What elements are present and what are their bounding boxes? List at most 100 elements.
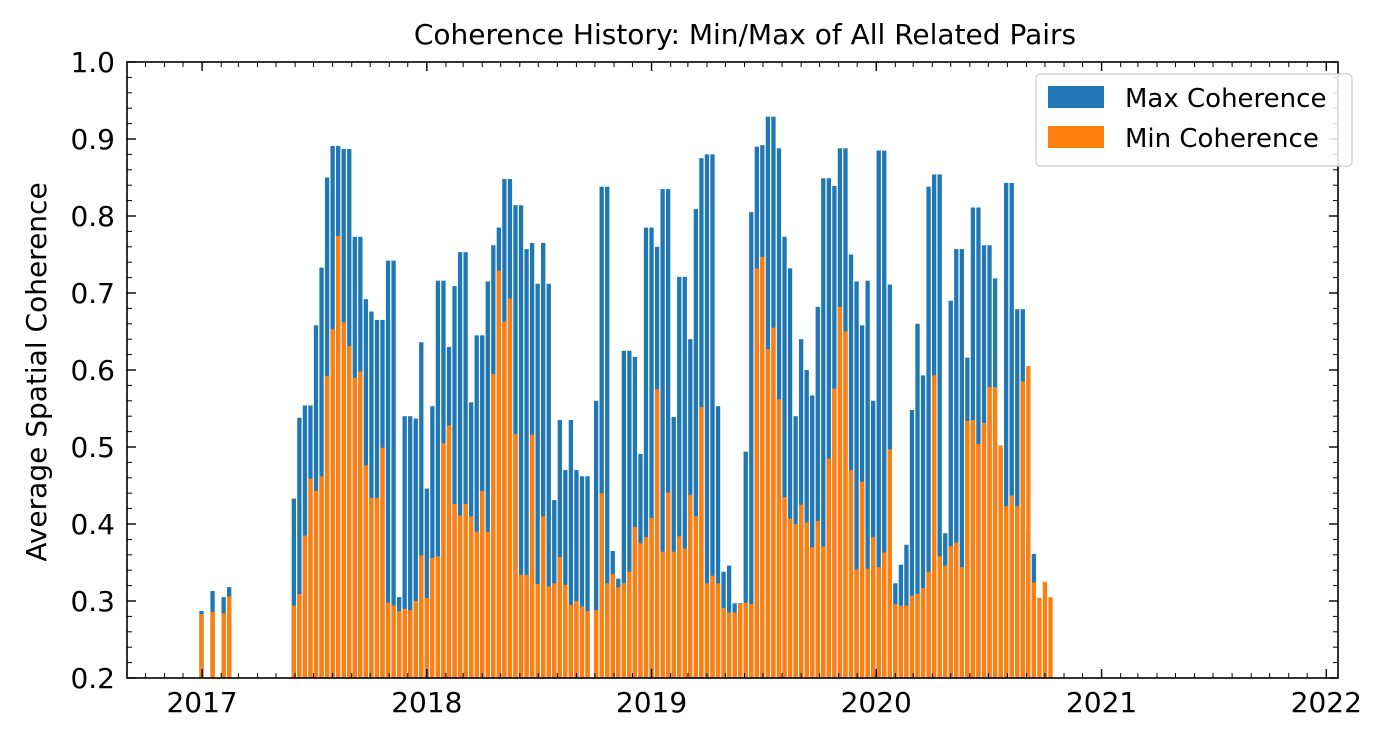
max-coherence-bar xyxy=(787,268,793,678)
max-coherence-bar xyxy=(865,280,870,678)
legend-box xyxy=(1035,73,1353,167)
min-coherence-bar xyxy=(649,517,654,678)
min-coherence-bar xyxy=(787,518,793,678)
max-coherence-bar xyxy=(605,186,610,679)
min-coherence-bar xyxy=(413,601,418,678)
min-coherence-bar xyxy=(541,516,546,678)
min-coherence-bar xyxy=(693,516,699,678)
max-coherence-bar xyxy=(926,186,931,679)
min-coherence-bar xyxy=(374,497,380,678)
min-coherence-bar xyxy=(832,388,837,678)
min-coherence-bar xyxy=(391,605,396,678)
y-tick-label: 0.7 xyxy=(70,277,115,310)
max-coherence-bar xyxy=(782,236,787,679)
min-coherence-bar xyxy=(643,537,649,678)
min-coherence-bar xyxy=(1009,495,1014,678)
max-coherence-bar xyxy=(424,488,429,678)
min-coherence-bar xyxy=(227,596,232,678)
min-coherence-bar xyxy=(760,256,765,678)
min-coherence-bar xyxy=(865,568,870,678)
max-coherence-bar xyxy=(649,227,654,679)
min-coherence-bar xyxy=(585,611,590,678)
max-coherence-bar xyxy=(693,209,699,678)
min-coherence-bar xyxy=(535,584,540,678)
x-tick-label: 2021 xyxy=(1066,686,1137,719)
max-coherence-bar xyxy=(599,186,604,679)
max-coherence-bar xyxy=(848,254,854,678)
min-coherence-bar xyxy=(430,557,435,678)
max-coherence-bar xyxy=(826,178,832,678)
min-coherence-bar xyxy=(837,306,843,678)
min-coherence-bar xyxy=(965,420,970,678)
max-coherence-bar xyxy=(419,342,424,678)
y-tick-label: 0.3 xyxy=(70,585,115,618)
max-coherence-bar xyxy=(627,350,632,678)
min-coherence-bar xyxy=(485,531,490,678)
max-coherence-bar xyxy=(959,249,964,679)
max-coherence-bar xyxy=(435,280,441,678)
min-coherence-bar xyxy=(529,434,535,678)
min-coherence-bar xyxy=(715,583,721,678)
min-coherence-bar xyxy=(319,476,324,678)
min-coherence-bar xyxy=(959,567,964,678)
min-coherence-bar xyxy=(931,375,937,678)
min-coherence-bar xyxy=(666,492,671,678)
max-coherence-bar xyxy=(954,249,959,679)
min-coherence-bar xyxy=(976,443,981,678)
min-coherence-bar xyxy=(876,567,881,678)
min-coherence-bar xyxy=(385,602,391,678)
max-coherence-bar xyxy=(632,356,638,678)
bars-layer xyxy=(199,116,1053,679)
min-coherence-bar xyxy=(402,608,407,678)
max-coherence-bar xyxy=(915,323,920,678)
min-coherence-bar xyxy=(732,612,737,678)
max-coherence-bar xyxy=(1009,182,1014,678)
min-coherence-bar xyxy=(677,536,682,678)
max-coherence-bar xyxy=(408,416,413,678)
min-coherence-bar xyxy=(726,612,732,678)
max-coherence-bar xyxy=(297,417,302,678)
max-coherence-bar xyxy=(671,416,676,678)
min-coherence-bar xyxy=(507,298,513,678)
min-coherence-bar xyxy=(909,595,915,678)
min-coherence-bar xyxy=(518,574,524,678)
min-coherence-bar xyxy=(599,493,604,678)
min-coherence-bar xyxy=(1004,506,1009,678)
min-coherence-bar xyxy=(843,331,848,678)
y-tick-label: 0.5 xyxy=(70,431,115,464)
min-coherence-bar xyxy=(380,447,385,678)
min-coherence-bar xyxy=(424,597,429,678)
max-coherence-bar xyxy=(704,154,710,678)
max-coherence-bar xyxy=(677,276,682,678)
max-coherence-bar xyxy=(452,286,457,678)
min-coherence-bar xyxy=(749,604,754,678)
y-tick-label: 1.0 xyxy=(70,46,115,79)
min-coherence-bar xyxy=(302,535,308,678)
max-coherence-bar xyxy=(413,418,418,678)
max-coherence-bar xyxy=(319,267,324,678)
min-coherence-bar xyxy=(297,594,302,678)
min-coherence-bar xyxy=(859,481,865,678)
max-coherence-bar xyxy=(557,420,562,678)
min-coherence-bar xyxy=(926,571,931,678)
min-coherence-bar xyxy=(776,399,782,678)
min-coherence-bar xyxy=(887,449,892,678)
min-coherence-bar xyxy=(688,494,693,678)
max-coherence-bar xyxy=(743,451,748,678)
min-coherence-bar xyxy=(347,346,352,678)
min-coherence-bar xyxy=(704,583,710,678)
min-coherence-bar xyxy=(557,557,562,678)
min-coherence-bar xyxy=(970,420,976,678)
min-coherence-bar xyxy=(605,583,610,678)
min-coherence-bar xyxy=(324,376,330,678)
min-coherence-bar xyxy=(954,542,959,678)
y-tick-label: 0.2 xyxy=(70,662,115,695)
min-coherence-bar xyxy=(579,606,585,678)
min-coherence-bar xyxy=(660,551,665,678)
min-coherence-bar xyxy=(491,373,496,678)
min-coherence-bar xyxy=(463,503,468,678)
min-coherence-bar xyxy=(981,423,987,678)
min-coherence-bar xyxy=(308,478,313,678)
min-coherence-bar xyxy=(992,386,998,678)
